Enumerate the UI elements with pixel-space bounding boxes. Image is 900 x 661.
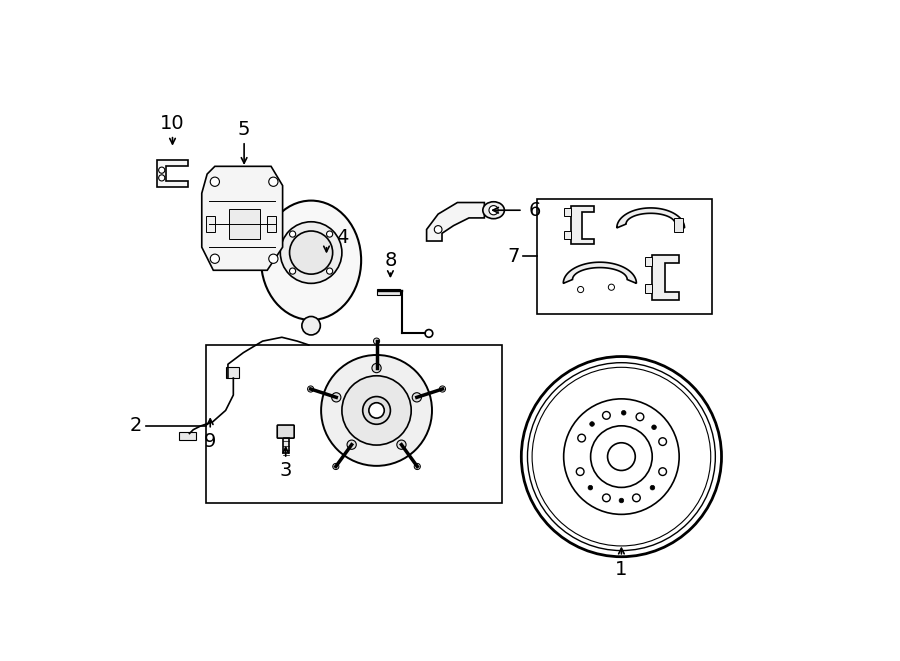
Bar [644, 257, 652, 266]
Circle shape [347, 440, 356, 449]
Bar [536, 199, 712, 314]
Bar [563, 231, 572, 239]
Text: 1: 1 [616, 561, 627, 579]
Text: 3: 3 [280, 461, 292, 480]
Circle shape [290, 231, 296, 237]
Polygon shape [652, 255, 680, 299]
Circle shape [414, 463, 420, 469]
Circle shape [369, 403, 384, 418]
Circle shape [435, 225, 442, 233]
Bar [205, 345, 502, 503]
Circle shape [290, 268, 296, 274]
Circle shape [211, 177, 220, 186]
Text: 5: 5 [238, 120, 250, 139]
Bar [674, 218, 683, 232]
Circle shape [578, 286, 584, 293]
Circle shape [269, 254, 278, 263]
Text: 2: 2 [130, 416, 142, 436]
Polygon shape [427, 202, 484, 241]
Circle shape [321, 355, 432, 466]
Circle shape [619, 498, 624, 503]
Circle shape [333, 463, 339, 469]
Polygon shape [616, 208, 685, 228]
Circle shape [269, 177, 278, 186]
Bar [376, 289, 400, 295]
Ellipse shape [482, 202, 504, 219]
Polygon shape [572, 206, 595, 244]
Bar [229, 209, 259, 239]
Polygon shape [202, 167, 283, 270]
Circle shape [372, 364, 382, 373]
Circle shape [211, 254, 220, 263]
Circle shape [363, 397, 391, 424]
Circle shape [158, 167, 165, 173]
Bar [283, 426, 289, 453]
Text: 8: 8 [384, 251, 397, 270]
Circle shape [412, 393, 421, 402]
Bar [205, 216, 215, 232]
Circle shape [327, 268, 333, 274]
Bar [226, 368, 239, 378]
Circle shape [650, 485, 655, 490]
Circle shape [302, 317, 320, 335]
Circle shape [158, 175, 165, 181]
Bar [179, 432, 196, 440]
Polygon shape [158, 160, 188, 187]
Circle shape [280, 222, 342, 284]
Circle shape [590, 422, 594, 426]
Circle shape [308, 386, 314, 392]
Text: 4: 4 [336, 227, 348, 247]
FancyBboxPatch shape [277, 425, 294, 438]
Circle shape [397, 440, 406, 449]
Polygon shape [563, 262, 636, 284]
Circle shape [652, 425, 656, 430]
Circle shape [327, 231, 333, 237]
Circle shape [439, 386, 446, 392]
Ellipse shape [261, 200, 361, 320]
Circle shape [342, 375, 411, 445]
Text: 9: 9 [204, 432, 216, 451]
Text: 7: 7 [508, 247, 520, 266]
Bar [267, 216, 276, 232]
Bar [563, 208, 572, 215]
Circle shape [588, 485, 593, 490]
Text: 10: 10 [160, 114, 184, 134]
Circle shape [332, 393, 341, 402]
Circle shape [290, 231, 333, 274]
Circle shape [621, 410, 626, 415]
Bar [644, 284, 652, 293]
Text: 6: 6 [528, 201, 541, 219]
Circle shape [489, 206, 499, 215]
Circle shape [608, 284, 615, 290]
Circle shape [374, 338, 380, 344]
